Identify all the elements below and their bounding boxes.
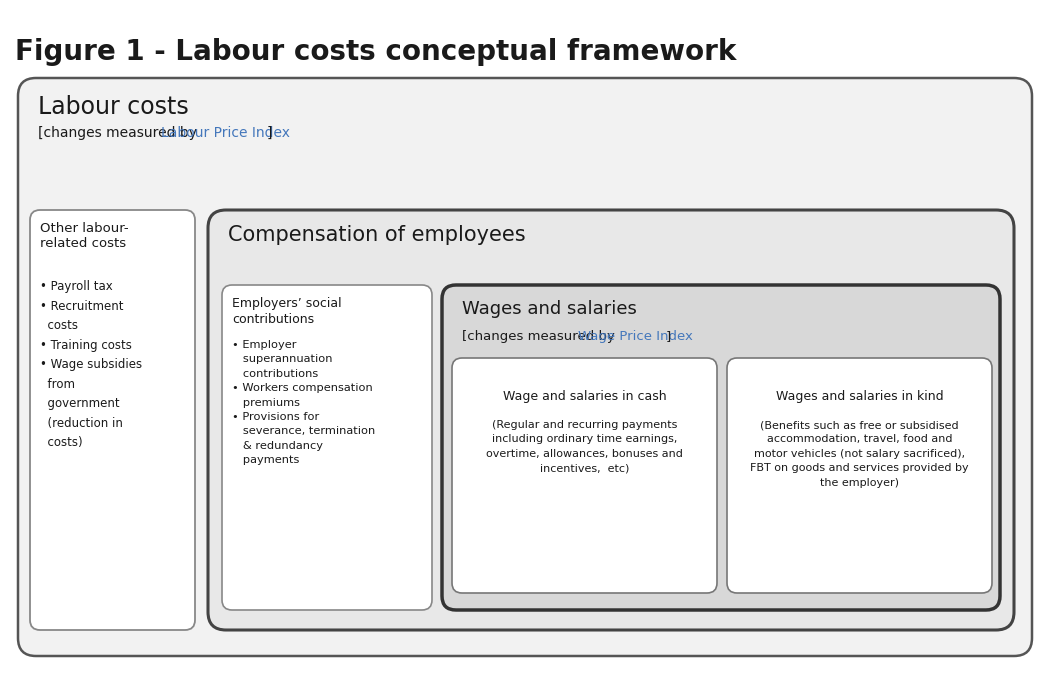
Text: Other labour-
related costs: Other labour- related costs [40, 222, 128, 250]
Text: [changes measured by: [changes measured by [462, 330, 620, 343]
Text: Labour costs: Labour costs [38, 95, 189, 119]
Text: Wage Price Index: Wage Price Index [578, 330, 692, 343]
Text: Employers’ social
contributions: Employers’ social contributions [232, 297, 341, 326]
FancyBboxPatch shape [18, 78, 1032, 656]
Text: Wage and salaries in cash: Wage and salaries in cash [503, 390, 667, 403]
Text: (Benefits such as free or subsidised
accommodation, travel, food and
motor vehic: (Benefits such as free or subsidised acc… [750, 420, 969, 488]
FancyBboxPatch shape [727, 358, 992, 593]
Text: Wages and salaries: Wages and salaries [462, 300, 637, 318]
Text: [changes measured by: [changes measured by [38, 126, 202, 140]
FancyBboxPatch shape [222, 285, 432, 610]
Text: Labour Price Index: Labour Price Index [161, 126, 290, 140]
Text: • Employer
   superannuation
   contributions
• Workers compensation
   premiums: • Employer superannuation contributions … [232, 340, 375, 465]
Text: (Regular and recurring payments
including ordinary time earnings,
overtimе, allo: (Regular and recurring payments includin… [486, 420, 682, 473]
Text: Figure 1 - Labour costs conceptual framework: Figure 1 - Labour costs conceptual frame… [15, 38, 736, 66]
FancyBboxPatch shape [442, 285, 1000, 610]
Text: ]: ] [666, 330, 671, 343]
FancyBboxPatch shape [208, 210, 1014, 630]
Text: Wages and salaries in kind: Wages and salaries in kind [776, 390, 943, 403]
Text: • Payroll tax
• Recruitment
  costs
• Training costs
• Wage subsidies
  from
  g: • Payroll tax • Recruitment costs • Trai… [40, 280, 142, 449]
Text: ]: ] [266, 126, 272, 140]
FancyBboxPatch shape [452, 358, 717, 593]
Text: Compensation of employees: Compensation of employees [228, 225, 526, 245]
FancyBboxPatch shape [30, 210, 195, 630]
